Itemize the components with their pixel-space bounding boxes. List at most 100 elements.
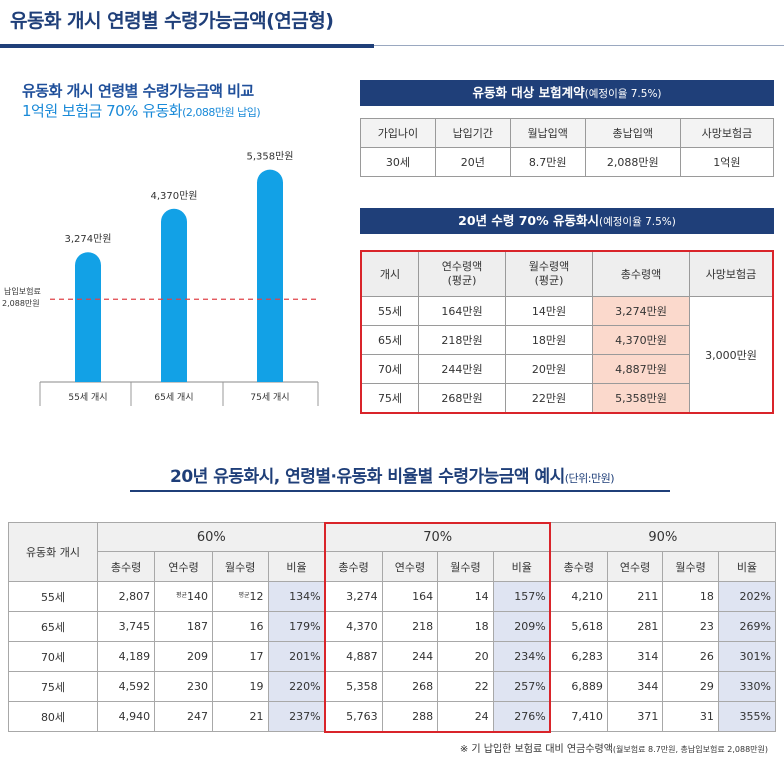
receipt-table: 개시 연수령액 (평균) 월수령액 (평균) 총수령액 사망보험금 55세 16… (360, 250, 774, 414)
ratio-value-cell: 288 (381, 701, 439, 732)
receipt-cell: 164만원 (418, 296, 506, 326)
footnote-note: (월보험료 8.7만원, 총납입보험료 2,088만원) (612, 745, 768, 754)
ratio-rate-cell: 269% (717, 611, 777, 642)
ratio-value-cell: 187 (154, 611, 213, 642)
ratio-value-cell: 4,189 (96, 641, 156, 672)
ratio-value-cell: 5,358 (324, 671, 383, 702)
ratio-value-cell: 3,274 (324, 581, 383, 612)
bar-value-label: 5,358만원 (246, 151, 293, 163)
ratio-value-cell: 평균140 (154, 581, 213, 612)
title-underline (0, 44, 374, 48)
contract-cell: 30세 (360, 147, 436, 177)
ratio-rate-cell: 209% (492, 611, 551, 642)
ratio-value-cell: 314 (606, 641, 664, 672)
receipt-title: 20년 수령 70% 유동화시 (458, 213, 599, 228)
ratio-table: 유동화 개시 60% 70% 90% 총수령 연수령 월수령 비율 총수령 연수령 월수령 비… (8, 522, 777, 732)
contract-banner: 유동화 대상 보험계약(예정이율 7.5%) (360, 80, 774, 106)
receipt-title-note: (예정이율 7.5%) (599, 216, 676, 228)
footnote: ※ 기 납입한 보험료 대비 연금수령액(월보험료 8.7만원, 총납입보험료 … (460, 740, 768, 755)
ratio-subheader: 비율 (267, 551, 326, 582)
reference-label-1: 납입보험료 (4, 287, 41, 296)
ratio-row: 55세 2,807 평균140 평균12 134% 3,274 164 14 157% 4,210… (8, 581, 777, 612)
receipt-header-row: 개시 연수령액 (평균) 월수령액 (평균) 총수령액 사망보험금 (360, 250, 774, 297)
bar-1 (161, 208, 187, 382)
contract-title: 유동화 대상 보험계약 (472, 85, 585, 100)
receipt-row: 70세 244만원 20만원 4,887만원 (360, 354, 773, 384)
ratio-row-header: 유동화 개시 (8, 522, 98, 582)
receipt-row: 75세 268만원 22만원 5,358만원 (360, 383, 773, 414)
section-title: 20년 유동화시, 연령별·유동화 비율별 수령가능금액 예시(단위:만원) (0, 462, 784, 487)
receipt-header: 연수령액 (평균) (418, 250, 506, 297)
x-tick-label: 55세 개시 (68, 392, 107, 403)
ratio-value-cell: 23 (662, 611, 719, 642)
ratio-subheader-row: 총수령 연수령 월수령 비율 총수령 연수령 월수령 비율 총수령 연수령 월수령 비율 (9, 551, 777, 582)
ratio-value-cell: 7,410 (549, 701, 608, 732)
ratio-rate-cell: 201% (267, 641, 326, 672)
ratio-value-cell: 17 (211, 641, 269, 672)
ratio-value-cell: 344 (606, 671, 664, 702)
ratio-value-cell: 3,745 (96, 611, 156, 642)
ratio-rate-cell: 237% (267, 701, 326, 732)
receipt-header: 사망보험금 (689, 250, 774, 297)
ratio-value-cell: 247 (154, 701, 213, 732)
receipt-cell: 55세 (360, 296, 419, 326)
receipt-cell: 18만원 (505, 325, 593, 355)
ratio-row: 75세 4,592 230 19 220% 5,358 268 22 257% 6,889 344 2… (8, 671, 777, 702)
receipt-cell: 22만원 (505, 383, 593, 414)
ratio-value-cell: 18 (662, 581, 719, 612)
contract-cell: 1억원 (679, 147, 775, 177)
chart-subtitle-main: 1억원 보험금 70% 유동화 (22, 102, 183, 120)
ratio-value-cell: 4,210 (549, 581, 608, 612)
receipt-cell: 218만원 (418, 325, 506, 355)
ratio-rate-cell: 202% (717, 581, 777, 612)
ratio-value-cell: 22 (437, 671, 494, 702)
ratio-value-cell: 164 (381, 581, 439, 612)
page-title: 유동화 개시 연령별 수령가능금액(연금형) (10, 10, 334, 32)
receipt-header: 월수령액 (평균) (505, 250, 593, 297)
chart-subtitle-note: (2,088만원 납입) (182, 106, 261, 119)
footnote-main: ※ 기 납입한 보험료 대비 연금수령액 (459, 744, 613, 755)
ratio-value-cell: 230 (154, 671, 213, 702)
receipt-total-cell: 4,370만원 (592, 325, 690, 355)
ratio-group-60: 60% (97, 522, 326, 552)
contract-header: 총납입액 (584, 118, 681, 148)
ratio-rate-cell: 330% (717, 671, 777, 702)
receipt-cell: 14만원 (505, 296, 593, 326)
section-title-text: 20년 유동화시, 연령별·유동화 비율별 수령가능금액 예시 (169, 467, 565, 487)
x-tick-label: 75세 개시 (250, 392, 289, 403)
receipt-total-cell: 5,358만원 (592, 383, 690, 414)
ratio-subheader: 월수령 (437, 551, 494, 582)
contract-header: 사망보험금 (679, 118, 775, 148)
ratio-rate-cell: 157% (492, 581, 551, 612)
contract-header-row: 가입나이 납입기간 월납입액 총납입액 사망보험금 (360, 118, 775, 148)
ratio-subheader: 총수령 (324, 551, 383, 582)
contract-row: 30세 20년 8.7만원 2,088만원 1억원 (360, 147, 775, 177)
contract-cell: 20년 (434, 147, 511, 177)
ratio-rate-cell: 257% (492, 671, 551, 702)
ratio-rate-cell: 355% (717, 701, 777, 732)
ratio-subheader: 연수령 (606, 551, 664, 582)
ratio-value-text: 12 (249, 590, 264, 603)
receipt-cell: 65세 (360, 325, 419, 355)
ratio-value-cell: 5,763 (324, 701, 383, 732)
ratio-value-cell: 371 (606, 701, 664, 732)
ratio-value-cell: 209 (154, 641, 213, 672)
ratio-rate-cell: 179% (267, 611, 326, 642)
ratio-value-cell: 4,592 (96, 671, 156, 702)
ratio-value-cell: 211 (606, 581, 664, 612)
ratio-rate-cell: 301% (717, 641, 777, 672)
receipt-row: 55세 164만원 14만원 3,274만원 3,000만원 (360, 296, 774, 414)
ratio-value-cell: 21 (211, 701, 269, 732)
ratio-subheader: 연수령 (381, 551, 439, 582)
ratio-age-cell: 70세 (8, 641, 98, 672)
receipt-banner: 20년 수령 70% 유동화시(예정이율 7.5%) (360, 208, 774, 234)
ratio-value-cell: 218 (381, 611, 439, 642)
ratio-age-cell: 55세 (8, 581, 98, 612)
ratio-value-cell: 4,940 (96, 701, 156, 732)
bar-value-label: 4,370만원 (150, 190, 197, 202)
receipt-death-benefit: 3,000만원 (689, 296, 774, 414)
contract-table: 가입나이 납입기간 월납입액 총납입액 사망보험금 30세 20년 8.7만원 … (360, 118, 775, 177)
ratio-value-cell: 4,370 (324, 611, 383, 642)
ratio-age-cell: 80세 (8, 701, 98, 732)
ratio-subheader: 비율 (717, 551, 777, 582)
